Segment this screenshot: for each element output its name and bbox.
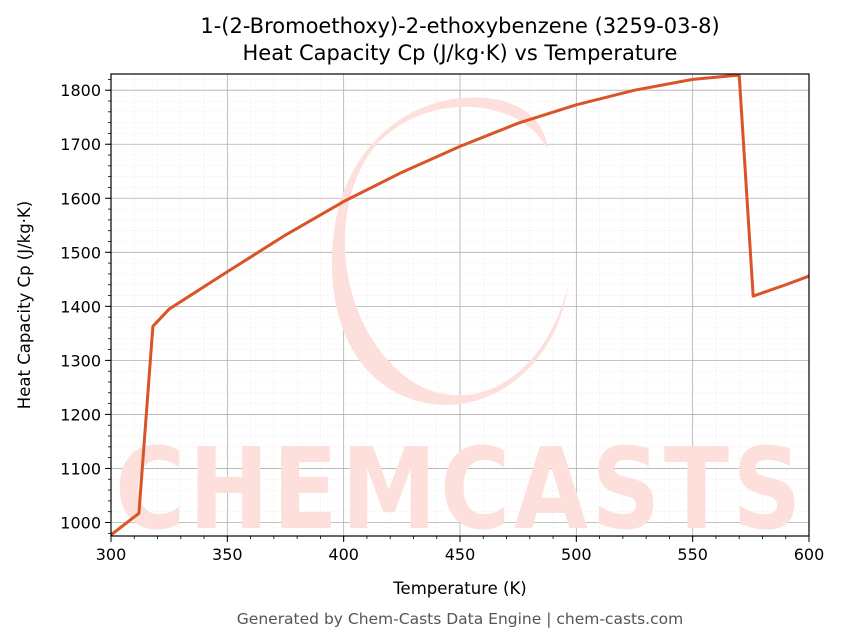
y-tick-label: 1800 [60, 81, 101, 100]
y-axis: 1000 1100 1200 1300 1400 1500 1600 1700 1800 [60, 79, 111, 534]
y-tick-label: 1100 [60, 459, 101, 478]
series-line-0 [111, 74, 809, 536]
y-tick-label: 1300 [60, 351, 101, 370]
x-tick-label: 350 [212, 545, 243, 564]
series-layer [111, 74, 809, 536]
x-tick-label: 300 [96, 545, 127, 564]
y-tick-label: 1700 [60, 135, 101, 154]
footer-credit: Generated by Chem-Casts Data Engine | ch… [237, 610, 683, 628]
x-tick-label: 500 [561, 545, 592, 564]
y-tick-label: 1400 [60, 297, 101, 316]
watermark: CHEMCASTS [115, 97, 805, 555]
y-tick-label: 1500 [60, 243, 101, 262]
watermark-text: CHEMCASTS [115, 425, 805, 555]
y-tick-label: 1200 [60, 405, 101, 424]
x-tick-label: 450 [445, 545, 476, 564]
y-axis-label: Heat Capacity Cp (J/kg·K) [15, 201, 34, 409]
x-tick-label: 550 [677, 545, 708, 564]
chart-title: 1-(2-Bromoethoxy)-2-ethoxybenzene (3259-… [200, 14, 719, 38]
x-tick-label: 600 [794, 545, 825, 564]
x-axis: 300 350 400 450 500 550 600 [96, 536, 825, 564]
y-tick-label: 1600 [60, 189, 101, 208]
y-tick-label: 1000 [60, 513, 101, 532]
x-axis-label: Temperature (K) [392, 579, 526, 598]
chart-subtitle: Heat Capacity Cp (J/kg·K) vs Temperature [243, 41, 678, 65]
major-grid [110, 74, 810, 536]
x-tick-label: 400 [328, 545, 359, 564]
